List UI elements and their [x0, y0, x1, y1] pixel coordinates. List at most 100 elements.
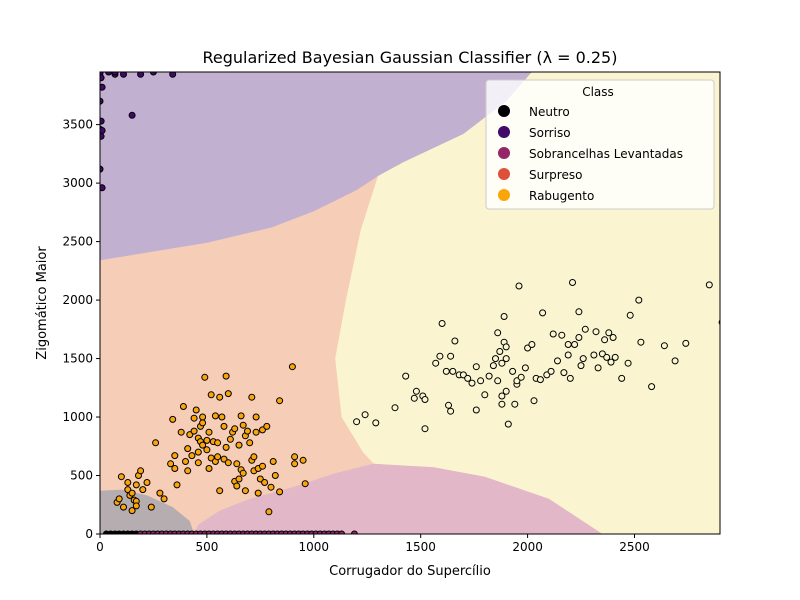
point-neutro — [511, 400, 519, 408]
point-neutro — [410, 394, 418, 402]
point-neutro — [618, 374, 626, 382]
point-rabugento — [224, 390, 232, 398]
point-rabugento — [177, 428, 185, 436]
point-rabugento — [276, 488, 284, 496]
point-neutro — [554, 357, 561, 365]
legend-entry-neutro: Neutro — [498, 105, 570, 119]
point-rabugento — [117, 473, 125, 481]
point-rabugento — [263, 422, 271, 430]
point-rabugento — [220, 455, 228, 463]
point-neutro — [564, 351, 572, 359]
x-tick-label: 0 — [96, 540, 104, 554]
point-rabugento — [207, 391, 215, 399]
point-rabugento — [199, 441, 207, 449]
point-rabugento — [201, 373, 209, 381]
y-tick-label: 2000 — [62, 293, 93, 307]
point-rabugento — [192, 406, 200, 414]
y-tick-label: 2500 — [62, 235, 93, 249]
point-neutro — [671, 357, 679, 365]
point-neutro — [372, 419, 380, 427]
point-rabugento — [222, 372, 230, 380]
x-ticks: 0 500 1000 1500 2000 2500 — [96, 534, 650, 554]
point-rabugento — [235, 441, 243, 449]
point-neutro — [575, 334, 583, 341]
point-neutro — [536, 376, 544, 384]
point-neutro — [579, 355, 587, 363]
point-rabugento — [226, 435, 234, 443]
point-neutro — [412, 387, 420, 395]
point-neutro — [502, 343, 510, 351]
point-rabugento — [265, 508, 273, 516]
series-sobrancelhas-levantadas — [137, 530, 358, 534]
legend-label: Rabugento — [529, 189, 594, 203]
point-neutro — [438, 320, 446, 327]
x-tick-label: 2500 — [619, 540, 650, 554]
legend-marker — [498, 105, 510, 117]
x-tick-label: 1500 — [405, 540, 436, 554]
legend-marker — [498, 126, 510, 138]
point-sorriso — [100, 97, 104, 105]
point-rabugento — [137, 467, 145, 475]
point-neutro — [498, 359, 506, 367]
point-neutro — [492, 355, 499, 363]
y-tick-label: 500 — [70, 469, 93, 483]
legend-marker — [498, 168, 510, 180]
point-neutro — [517, 373, 525, 381]
point-neutro — [594, 364, 602, 372]
point-rabugento — [250, 453, 258, 461]
point-neutro — [449, 367, 457, 375]
point-neutro — [530, 397, 538, 405]
point-neutro — [569, 279, 576, 286]
chart-title: Regularized Bayesian Gaussian Classifier… — [203, 48, 618, 67]
point-neutro — [705, 281, 713, 289]
point-rabugento — [222, 443, 230, 451]
point-rabugento — [188, 452, 196, 460]
point-neutro — [660, 342, 668, 350]
point-rabugento — [237, 412, 245, 420]
point-rabugento — [205, 465, 213, 472]
point-neutro — [481, 391, 489, 399]
point-neutro — [402, 372, 410, 380]
legend-title: Class — [582, 85, 614, 99]
point-neutro — [549, 330, 557, 338]
point-rabugento — [216, 393, 224, 401]
point-rabugento — [216, 487, 224, 495]
point-neutro — [509, 367, 517, 375]
point-rabugento — [120, 503, 127, 511]
point-rabugento — [252, 413, 260, 421]
point-rabugento — [218, 413, 226, 421]
series-neutro — [102, 530, 140, 534]
point-rabugento — [173, 481, 181, 489]
point-neutro — [502, 387, 510, 395]
point-sorriso — [100, 74, 105, 82]
y-tick-label: 0 — [85, 527, 93, 541]
point-neutro — [566, 374, 574, 382]
point-neutro — [558, 331, 566, 339]
point-neutro — [442, 367, 450, 375]
point-sorriso — [120, 72, 127, 78]
point-neutro — [472, 406, 480, 414]
point-rabugento — [224, 459, 232, 467]
point-neutro — [361, 411, 369, 419]
point-rabugento — [147, 503, 155, 511]
point-rabugento — [205, 428, 213, 436]
region-neutro — [100, 489, 195, 534]
point-neutro — [571, 341, 579, 348]
point-rabugento — [252, 428, 260, 436]
point-rabugento — [194, 448, 202, 456]
point-rabugento — [203, 436, 211, 444]
point-neutro — [451, 337, 459, 345]
point-sorriso — [100, 117, 105, 125]
point-neutro — [635, 296, 643, 304]
legend-label: Sorriso — [529, 126, 571, 140]
x-axis-label: Corrugador do Supercílio — [329, 564, 491, 579]
point-neutro — [477, 377, 485, 385]
point-neutro — [489, 362, 497, 370]
point-rabugento — [231, 425, 239, 433]
point-rabugento — [143, 479, 151, 486]
point-neutro — [502, 355, 510, 363]
point-sorriso — [169, 72, 177, 78]
point-rabugento — [199, 413, 207, 421]
point-neutro — [464, 374, 472, 382]
point-rabugento — [194, 459, 202, 467]
